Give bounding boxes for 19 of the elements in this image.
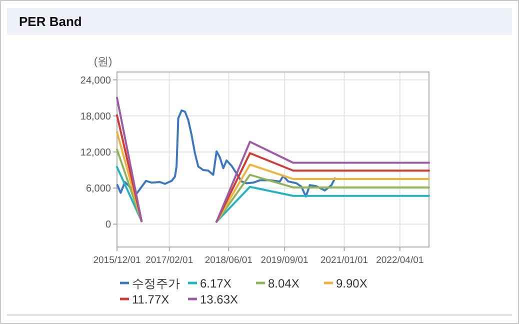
x-tick-label: 2021/01/01 — [320, 255, 368, 266]
y-tick-label: 18,000 — [80, 111, 112, 122]
x-tick-label: 2015/12/01 — [93, 255, 141, 266]
legend-label: 13.63X — [200, 292, 238, 306]
y-tick-label: 12,000 — [80, 147, 112, 158]
x-tick-label: 2022/04/01 — [376, 255, 424, 266]
legend-label: 11.77X — [132, 292, 170, 306]
ylabel: (원) — [94, 56, 112, 68]
x-tick-label: 2018/06/01 — [204, 255, 252, 266]
legend-label: 6.17X — [200, 276, 232, 290]
y-tick-label: 0 — [105, 220, 112, 231]
y-tick-label: 24,000 — [80, 75, 112, 86]
x-tick-label: 2017/02/01 — [146, 255, 194, 266]
y-tick-label: 6,000 — [86, 184, 112, 195]
legend-label: 수정주가 — [132, 276, 180, 290]
x-tick-label: 2019/09/01 — [260, 255, 308, 266]
legend-label: 9.90X — [336, 276, 368, 290]
legend-label: 8.04X — [268, 276, 300, 290]
title: PER Band — [19, 14, 82, 29]
